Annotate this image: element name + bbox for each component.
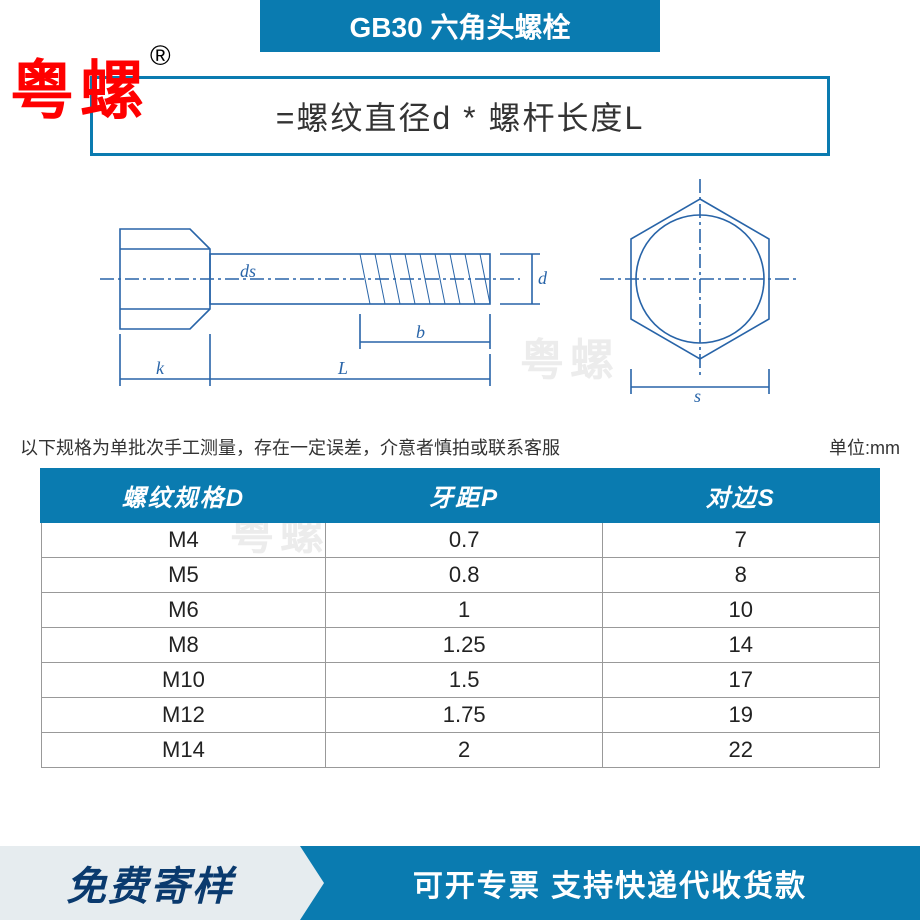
table-cell: M4: [41, 522, 326, 558]
table-cell: M10: [41, 663, 326, 698]
footer-left-text: 免费寄样: [66, 854, 234, 912]
table-cell: M8: [41, 628, 326, 663]
table-cell: 1: [326, 593, 603, 628]
table-cell: 0.8: [326, 558, 603, 593]
footer: 免费寄样 可开专票 支持快递代收货款: [0, 846, 920, 920]
table-row: M101.517: [41, 663, 879, 698]
logo-text: 粤螺: [10, 55, 150, 127]
footer-right-text: 可开专票 支持快递代收货款: [413, 861, 807, 905]
table-row: M50.88: [41, 558, 879, 593]
col-header-p: 牙距P: [326, 469, 603, 522]
table-header-row: 螺纹规格D 牙距P 对边S: [41, 469, 879, 522]
table-cell: 22: [602, 733, 879, 768]
table-cell: 0.7: [326, 522, 603, 558]
table-row: M81.2514: [41, 628, 879, 663]
table-cell: 1.5: [326, 663, 603, 698]
table-row: M121.7519: [41, 698, 879, 733]
table-cell: 14: [602, 628, 879, 663]
note-left: 以下规格为单批次手工测量，存在一定误差，介意者慎拍或联系客服: [20, 434, 560, 460]
bolt-diagram: 粤螺: [60, 174, 860, 404]
table-cell: 19: [602, 698, 879, 733]
table-cell: 8: [602, 558, 879, 593]
table-cell: 2: [326, 733, 603, 768]
table-cell: M12: [41, 698, 326, 733]
title-bar: GB30 六角头螺栓: [260, 0, 660, 52]
table-cell: 1.75: [326, 698, 603, 733]
formula-box: =螺纹直径d * 螺杆长度L: [90, 76, 830, 156]
registered-icon: ®: [150, 40, 177, 71]
table-cell: M6: [41, 593, 326, 628]
label-ds: ds: [240, 261, 256, 281]
footer-right: 可开专票 支持快递代收货款: [300, 846, 920, 920]
notes-row: 以下规格为单批次手工测量，存在一定误差，介意者慎拍或联系客服 单位:mm: [20, 434, 900, 460]
table-row: M40.77: [41, 522, 879, 558]
label-k: k: [156, 358, 165, 378]
label-d: d: [538, 268, 548, 288]
table-cell: M5: [41, 558, 326, 593]
formula-text: =螺纹直径d * 螺杆长度L: [276, 100, 645, 136]
title-text: GB30 六角头螺栓: [350, 12, 571, 43]
table-row: M6110: [41, 593, 879, 628]
col-header-d: 螺纹规格D: [41, 469, 326, 522]
table-cell: 7: [602, 522, 879, 558]
table-cell: 10: [602, 593, 879, 628]
label-b: b: [416, 322, 425, 342]
table-cell: M14: [41, 733, 326, 768]
spec-table: 螺纹规格D 牙距P 对边S M40.77M50.88M6110M81.2514M…: [40, 468, 880, 768]
table-cell: 17: [602, 663, 879, 698]
table-row: M14222: [41, 733, 879, 768]
label-L: L: [337, 358, 348, 378]
table-cell: 1.25: [326, 628, 603, 663]
footer-left: 免费寄样: [0, 846, 300, 920]
note-right: 单位:mm: [829, 434, 900, 460]
label-s: s: [694, 386, 701, 404]
col-header-s: 对边S: [602, 469, 879, 522]
brand-logo: 粤螺®: [10, 40, 177, 132]
